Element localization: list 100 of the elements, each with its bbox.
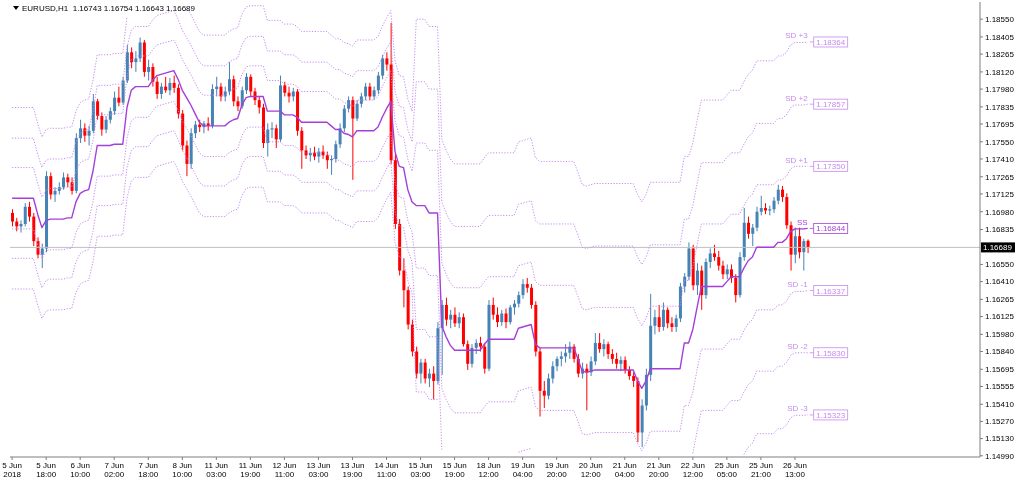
candlestick xyxy=(547,373,551,400)
candlestick xyxy=(734,273,738,303)
series-label: SD +3 xyxy=(785,31,809,41)
candlestick xyxy=(138,37,142,63)
candlestick xyxy=(23,202,27,227)
y-tick-label: 1.15980 xyxy=(985,330,1015,340)
candlestick xyxy=(521,278,525,300)
x-tick-label: 7 Jun 02:00 xyxy=(104,461,125,479)
candlestick xyxy=(100,111,104,137)
candlestick xyxy=(661,301,665,332)
candlestick xyxy=(351,95,355,181)
y-tick-label: 1.16550 xyxy=(985,260,1015,270)
x-tick-label: 19 Jun 04:00 xyxy=(510,461,535,479)
y-tick-label: 1.16265 xyxy=(985,295,1015,305)
y-tick-label: 1.15270 xyxy=(985,417,1015,427)
candlestick xyxy=(793,227,797,264)
candlestick xyxy=(721,260,725,280)
series-label: SD -3 xyxy=(787,404,809,414)
candlestick xyxy=(427,368,431,388)
x-tick-label: 8 Jun 10:00 xyxy=(172,461,193,479)
candlestick xyxy=(334,140,338,164)
chart-title: EURUSD,H1 1.16743 1.16754 1.16643 1.16689 xyxy=(22,4,196,13)
candlestick xyxy=(751,223,755,247)
y-tick-label: 1.16835 xyxy=(985,225,1015,235)
y-tick-label: 1.17980 xyxy=(985,84,1015,94)
candlestick xyxy=(147,59,151,81)
candlestick xyxy=(338,122,342,149)
data-label: 1.16337 xyxy=(816,286,846,296)
data-label: 1.18364 xyxy=(816,37,846,47)
x-tick-label: 11 Jun 03:00 xyxy=(204,461,229,479)
candlestick xyxy=(551,360,555,384)
candlestick xyxy=(300,126,304,170)
y-tick-label: 1.17550 xyxy=(985,137,1015,147)
series-label: SD +2 xyxy=(785,93,809,103)
candlestick xyxy=(419,358,423,384)
candlestick xyxy=(227,61,231,96)
candlestick xyxy=(466,339,470,371)
candlestick xyxy=(117,86,121,107)
y-tick-label: 1.18550 xyxy=(985,15,1015,25)
candlestick xyxy=(270,121,274,139)
x-tick-label: 13 Jun 19:00 xyxy=(340,461,365,479)
y-tick-label: 1.18265 xyxy=(985,49,1015,59)
candlestick xyxy=(381,54,385,80)
series-label: SS xyxy=(797,217,808,227)
candlestick xyxy=(304,144,308,160)
candlestick xyxy=(449,309,453,329)
candlestick xyxy=(593,332,597,366)
candlestick xyxy=(385,51,389,72)
candlestick xyxy=(496,306,499,328)
candlestick xyxy=(555,355,559,372)
y-tick-label: 1.15410 xyxy=(985,400,1015,410)
candlestick xyxy=(657,304,661,333)
x-tick-label: 6 Jun 10:00 xyxy=(70,461,91,479)
candlestick xyxy=(483,342,487,375)
candlestick xyxy=(747,216,751,240)
x-tick-label: 21 Jun 04:00 xyxy=(612,461,637,479)
x-tick-label: 21 Jun 20:00 xyxy=(646,461,671,479)
y-tick-label: 1.15695 xyxy=(985,365,1015,375)
candlestick xyxy=(708,248,712,269)
candlestick xyxy=(598,332,602,354)
candlestick xyxy=(355,99,359,122)
candlestick xyxy=(666,306,670,329)
candlestick xyxy=(491,297,495,321)
candlestick xyxy=(236,95,240,112)
x-tick-label: 11 Jun 19:00 xyxy=(238,461,263,479)
candlestick xyxy=(121,76,125,106)
candlestick xyxy=(96,98,100,121)
candlestick xyxy=(695,262,699,296)
data-label: 1.16844 xyxy=(816,224,846,234)
y-tick-label: 1.17410 xyxy=(985,154,1015,164)
y-tick-label: 1.16980 xyxy=(985,207,1015,217)
x-tick-label: 25 Jun 21:00 xyxy=(748,461,773,479)
y-tick-label: 1.16410 xyxy=(985,277,1015,287)
candlestick xyxy=(772,196,776,214)
candlestick xyxy=(453,306,457,328)
y-tick-label: 1.15840 xyxy=(985,347,1015,357)
candlestick xyxy=(806,238,810,254)
data-label: 1.15830 xyxy=(816,348,846,358)
ref-line-label: 1.16689 xyxy=(983,243,1013,253)
x-tick-label: 12 Jun 11:00 xyxy=(272,461,297,479)
series-label: SD -1 xyxy=(787,280,809,290)
y-tick-label: 1.15130 xyxy=(985,434,1015,444)
candlestick xyxy=(602,338,606,357)
candlestick xyxy=(504,308,508,329)
candlestick xyxy=(759,195,763,216)
x-tick-label: 7 Jun 18:00 xyxy=(138,461,159,479)
candlestick xyxy=(185,140,189,177)
candlestick xyxy=(249,73,253,97)
x-tick-label: 14 Jun 11:00 xyxy=(374,461,399,479)
candlestick xyxy=(28,201,32,223)
x-tick-label: 20 Jun 12:00 xyxy=(578,461,603,479)
data-label: 1.17350 xyxy=(816,162,846,172)
y-tick-label: 1.17265 xyxy=(985,172,1015,182)
candlestick xyxy=(53,186,57,203)
y-tick-label: 1.18120 xyxy=(985,67,1015,77)
x-tick-label: 25 Jun 05:00 xyxy=(714,461,739,479)
candlestick xyxy=(670,316,674,333)
y-tick-label: 1.16125 xyxy=(985,312,1015,322)
series-label: SD -2 xyxy=(787,342,809,352)
candlestick xyxy=(232,75,236,107)
